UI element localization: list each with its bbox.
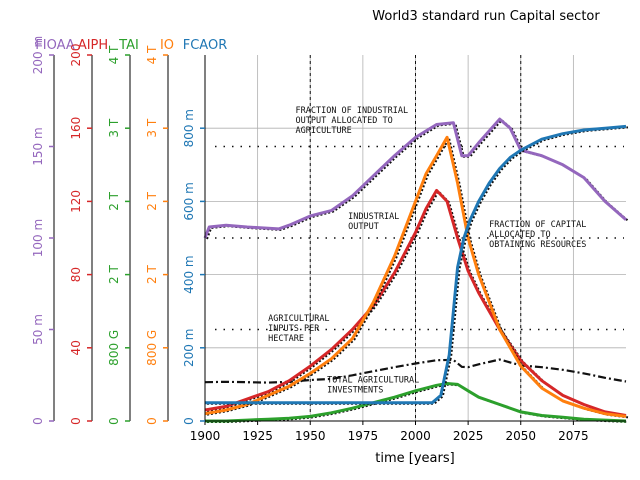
series-shadow-aiph (206, 189, 629, 418)
annotation-3-line-2: HECTARE (268, 334, 304, 344)
x-tick-label-0: 1900 (190, 429, 221, 443)
y-tick-label-io-2: 2 T (145, 265, 159, 284)
series-line-io (204, 135, 627, 418)
series-line-fcaor (205, 124, 627, 405)
series-shadow-fcaor (207, 126, 629, 405)
y-tick-label-aiph-5: 200 (69, 44, 83, 67)
y-tick-label-io-1: 800 G (145, 330, 159, 366)
x-tick-label-4: 2000 (400, 429, 431, 443)
y-axis-fcaor: 0 200 m 400 m 600 m 800 m FCAOR (182, 38, 227, 425)
y-tick-label-io-5: 4 T (145, 45, 159, 64)
y-tick-label-fcaor-2: 400 m (182, 255, 196, 293)
x-tick-label-5: 2025 (453, 429, 484, 443)
y-tick-label-fioaa-0: 0 (31, 417, 45, 425)
y-tick-label-fcaor-3: 600 m (182, 182, 196, 220)
chart-title: World3 standard run Capital sector (372, 9, 600, 24)
y-tick-label-tai-4: 3 T (107, 118, 121, 137)
annotation-1-line-1: OUTPUT (348, 222, 379, 232)
annotation-0-line-1: OUTPUT ALLOCATED TO (296, 116, 393, 126)
y-tick-label-fioaa-2: 100 m (31, 219, 45, 257)
x-tick-label-3: 1975 (348, 429, 379, 443)
y-tick-label-aiph-2: 80 (69, 267, 83, 282)
y-tick-label-io-3: 2 T (145, 191, 159, 210)
y-tick-label-tai-2: 2 T (107, 265, 121, 284)
y-tick-label-fcaor-4: 800 m (182, 109, 196, 147)
y-axis-io: 0 800 G 2 T 2 T 3 T 4 TIO (145, 38, 174, 425)
y-tick-label-fioaa-1: 50 m (31, 314, 45, 345)
annotation-2-line-2: OBTAINING RESOURCES (489, 240, 586, 250)
y-tick-label-fcaor-1: 200 m (182, 329, 196, 367)
y-axis-title-tai: TAI (118, 38, 139, 53)
annotation-2-line-1: ALLOCATED TO (489, 230, 550, 240)
x-tick-label-2: 1950 (295, 429, 326, 443)
series-lines (203, 117, 629, 423)
x-axis-label: time [years] (375, 451, 454, 466)
y-tick-label-aiph-0: 0 (69, 417, 83, 425)
y-axis-title-fcaor: FCAOR (183, 38, 227, 53)
x-tick-label-1: 1925 (242, 429, 273, 443)
y-tick-label-fioaa-4: 200 m (31, 36, 45, 74)
y-tick-label-tai-5: 4 T (107, 45, 121, 64)
series-line-aiph (204, 188, 627, 417)
y-axis-title-fioaa: FIOAA (35, 38, 75, 53)
annotation-3-line-1: INPUTS PER (268, 324, 320, 334)
y-tick-label-tai-3: 2 T (107, 191, 121, 210)
series-line-tai (205, 382, 627, 423)
series-line-fioaa (203, 117, 627, 239)
y-tick-label-tai-0: 0 (107, 417, 121, 425)
y-tick-label-fioaa-3: 150 m (31, 127, 45, 165)
x-tick-label-6: 2050 (505, 429, 536, 443)
y-axis-title-aiph: AIPH (78, 38, 108, 53)
y-tick-label-fcaor-0: 0 (182, 417, 196, 425)
y-tick-label-aiph-1: 40 (69, 340, 83, 355)
y-tick-label-tai-1: 800 G (107, 330, 121, 366)
y-axis-title-io: IO (160, 38, 174, 53)
annotation-0-line-2: AGRICULTURE (296, 126, 352, 136)
y-tick-label-io-0: 0 (145, 417, 159, 425)
annotation-1-line-0: INDUSTRIAL (348, 212, 399, 222)
x-tick-label-7: 2075 (558, 429, 589, 443)
y-tick-label-aiph-3: 120 (69, 190, 83, 213)
annotation-0-line-0: FRACTION OF INDUSTRIAL (296, 106, 409, 116)
y-tick-label-io-4: 3 T (145, 118, 159, 137)
annotation-4-line-1: INVESTMENTS (327, 386, 383, 396)
reference-scan-overlay (204, 55, 627, 421)
annotation-4-line-0: TOTAL AGRICULTURAL (327, 376, 419, 386)
y-tick-label-aiph-4: 160 (69, 117, 83, 140)
annotation-3-line-0: AGRICULTURAL (268, 314, 329, 324)
annotation-2-line-0: FRACTION OF CAPITAL (489, 220, 586, 230)
